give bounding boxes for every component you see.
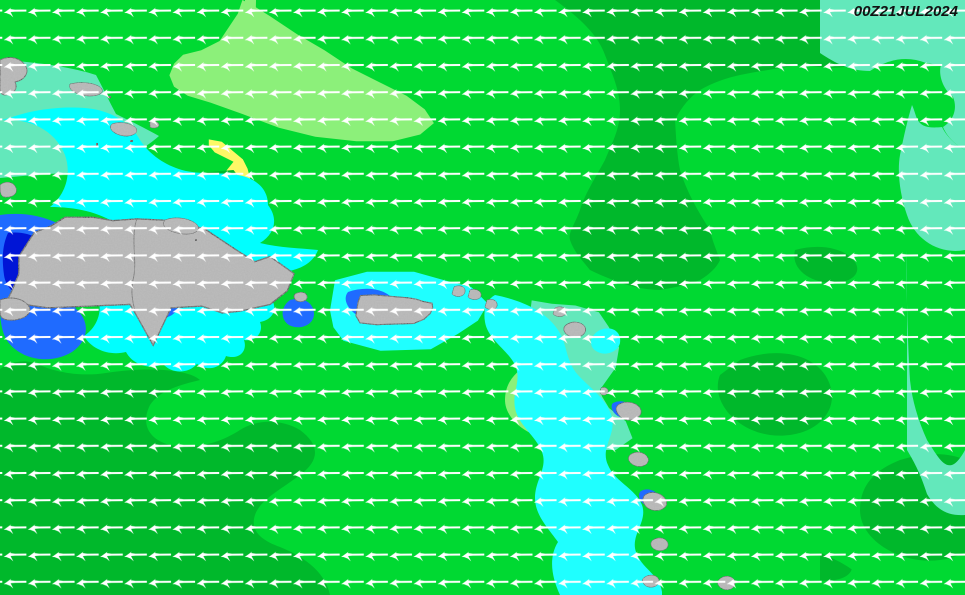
svg-text:00Z21JUL2024: 00Z21JUL2024	[854, 3, 959, 20]
